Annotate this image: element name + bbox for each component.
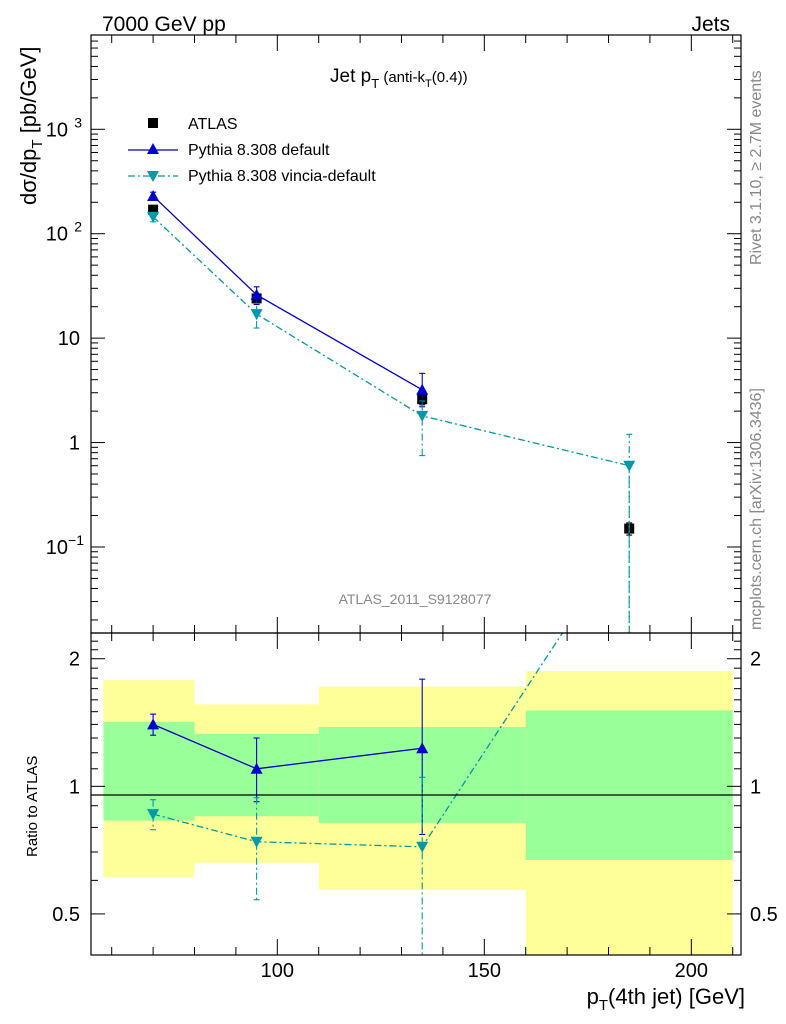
rivet-version-label: Rivet 3.1.10, ≥ 2.7M events: [748, 70, 765, 265]
y-axis-label: dσ/dpT [pb/GeV]: [16, 46, 46, 205]
data-point-marker: [416, 410, 429, 422]
data-point-marker: [147, 809, 160, 821]
svg-text:dσ/dpT [pb/GeV]: dσ/dpT [pb/GeV]: [16, 46, 46, 205]
ratio-y-tick-label: 1: [69, 776, 80, 798]
y-tick-label-exponent: 2: [74, 219, 82, 235]
main-series-layer: [147, 189, 636, 633]
legend-pythia-default-marker: [147, 143, 159, 154]
y-tick-label: 1: [69, 433, 80, 455]
data-point-marker: [416, 841, 429, 853]
y-tick-label-exponent: −1: [68, 532, 84, 548]
data-point-marker: [416, 383, 429, 395]
data-point-marker: [250, 762, 263, 774]
series-pythia-8-308-default: [147, 189, 429, 408]
y-tick-label: 10: [58, 328, 80, 350]
ratio-uncertainty-bands: [103, 671, 733, 955]
data-point-marker: [416, 742, 429, 754]
data-point-marker: [147, 718, 160, 730]
x-tick-label: 100: [261, 960, 294, 982]
series-pythia-8-308-vincia-default: [147, 211, 636, 633]
legend-atlas-label: ATLAS: [188, 116, 238, 133]
legend-pythia-vincia-marker: [147, 171, 159, 182]
legend: ATLAS Pythia 8.308 default Pythia 8.308 …: [128, 116, 376, 185]
x-tick-label: 200: [675, 960, 708, 982]
ratio-panel-frame: [90, 632, 742, 956]
header-left: 7000 GeV pp: [102, 13, 226, 36]
data-point-marker: [148, 204, 159, 215]
ratio-y-tick-label-right: 2: [750, 649, 761, 671]
svg-text:pT(4th jet) [GeV]: pT(4th jet) [GeV]: [587, 984, 745, 1014]
data-point-marker: [250, 309, 263, 321]
legend-atlas-marker: [148, 118, 158, 128]
ratio-series-pythia-8-308-default: [147, 678, 429, 835]
y-tick-label-exponent: 3: [74, 114, 82, 130]
data-point-marker: [250, 836, 263, 848]
y-tick-label: 10: [46, 119, 68, 141]
ratio-series-layer: [147, 632, 563, 955]
ratio-series-pythia-8-308-vincia-default: [147, 632, 563, 955]
data-point-marker: [147, 211, 160, 223]
ratio-y-tick-label-right: 1: [750, 776, 761, 798]
ratio-y-tick-label-right: 0.5: [750, 904, 778, 926]
ratio-series-line: [152, 632, 563, 848]
svg-text:Jet pT (anti-kT(0.4)): Jet pT (anti-kT(0.4)): [330, 66, 468, 91]
y-tick-label: 10: [46, 537, 68, 559]
inner-band-bin: [525, 710, 733, 861]
inner-band-bin: [103, 721, 195, 821]
data-point-marker: [623, 460, 636, 472]
x-tick-label: 150: [468, 960, 501, 982]
plot-title: Jet pT (anti-kT(0.4)): [330, 66, 468, 91]
series-line: [152, 216, 630, 467]
header-right: Jets: [691, 13, 730, 36]
series-line: [152, 195, 423, 391]
ratio-y-axis-label: Ratio to ATLAS: [24, 756, 41, 857]
ratio-y-tick-label: 0.5: [52, 904, 80, 926]
ratio-axis-ticks: 100 150 200 0.5 0.5 1 1 2 2: [52, 633, 778, 982]
x-axis-label: pT(4th jet) [GeV]: [587, 984, 745, 1014]
legend-pythia-vincia-label: Pythia 8.308 vincia-default: [188, 168, 376, 185]
data-point-marker: [147, 189, 160, 201]
legend-pythia-default-label: Pythia 8.308 default: [188, 142, 330, 159]
analysis-id-label: ATLAS_2011_S9128077: [339, 591, 492, 607]
data-point-marker: [250, 288, 263, 300]
series-atlas: [148, 204, 635, 536]
mcplots-label: mcplots.cern.ch [arXiv:1306.3436]: [748, 388, 765, 630]
y-tick-label: 10: [46, 224, 68, 246]
ratio-y-tick-label: 2: [69, 649, 80, 671]
